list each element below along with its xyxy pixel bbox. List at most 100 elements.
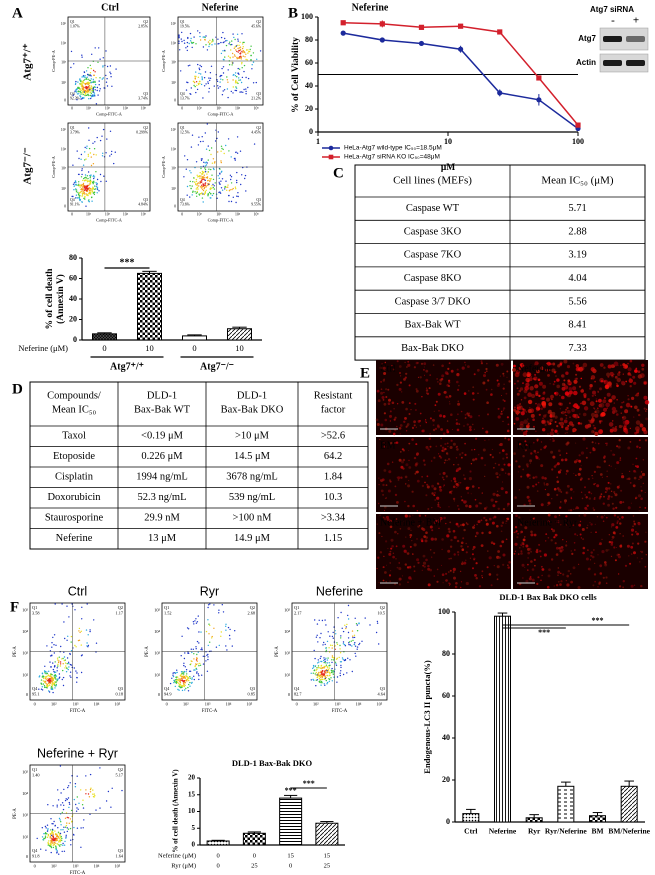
cell-event <box>97 137 98 138</box>
cell-event <box>220 160 221 161</box>
cell-event <box>209 192 210 193</box>
y-tick-label: 80 <box>442 649 450 658</box>
cell-event <box>316 669 317 670</box>
fluorescence <box>553 536 555 538</box>
cell-event <box>84 159 85 160</box>
cell-event <box>89 85 90 86</box>
fluorescence <box>605 384 608 387</box>
cell-event <box>86 191 87 192</box>
cell-event <box>94 81 95 82</box>
cell-event <box>90 92 91 93</box>
fluorescence <box>529 386 533 390</box>
cell-event <box>218 43 219 44</box>
cell-event <box>237 153 238 154</box>
cell-event <box>326 666 327 667</box>
fluorescence <box>633 484 636 487</box>
cell-event <box>106 78 107 79</box>
cell-event <box>99 90 100 91</box>
fluorescence <box>399 562 400 563</box>
fluorescence <box>572 430 574 432</box>
cell-event <box>93 163 94 164</box>
fluorescence <box>636 533 639 536</box>
fluorescence <box>423 459 425 461</box>
cell-event <box>195 646 196 647</box>
cell-event <box>202 136 203 137</box>
fluorescence <box>456 381 459 384</box>
fluorescence <box>608 482 610 484</box>
cell-event <box>83 82 84 83</box>
cell-event <box>95 89 96 90</box>
cell-event <box>58 837 59 838</box>
cell-event <box>196 672 197 673</box>
fluorescence <box>503 554 506 557</box>
fluorescence <box>592 478 593 479</box>
fluorescence <box>475 505 478 508</box>
cell-event <box>219 81 220 82</box>
cell-event <box>204 167 205 168</box>
fluorescence <box>551 468 553 470</box>
cell-event <box>208 41 209 42</box>
cell-event <box>81 57 82 58</box>
cell-event <box>202 141 203 142</box>
cell-event <box>186 673 187 674</box>
cell-event <box>365 617 366 618</box>
cell-event <box>89 89 90 90</box>
fluorescence <box>631 553 633 555</box>
data-point <box>497 90 502 95</box>
cell-event <box>213 168 214 169</box>
fluorescence <box>447 454 448 455</box>
cell-event <box>86 642 87 643</box>
cell-event <box>46 686 47 687</box>
cell-event <box>234 48 235 49</box>
cell-event <box>93 182 94 183</box>
cell-event <box>181 685 182 686</box>
cell-event <box>181 678 182 679</box>
fluorescence <box>453 486 456 489</box>
x-tick-label: 10⁵ <box>115 701 121 706</box>
fluorescence <box>451 370 454 373</box>
y-tick-label: 10⁵ <box>171 128 177 132</box>
fluorescence <box>611 526 612 527</box>
fluorescence <box>408 443 410 445</box>
cell-event <box>183 665 184 666</box>
cell-event <box>196 196 197 197</box>
cell-event <box>201 180 202 181</box>
cell-event <box>185 685 186 686</box>
quadrant-value: 10.5 <box>377 610 385 615</box>
fluorescence <box>559 515 561 517</box>
fluorescence <box>425 539 428 542</box>
y-tick-label: 0 <box>288 692 290 697</box>
x-tick-label: 0 <box>71 107 73 111</box>
fluorescence <box>621 475 624 478</box>
fluorescence <box>521 411 525 415</box>
cell-event <box>319 637 320 638</box>
cell-event <box>222 604 223 605</box>
fluorescence <box>563 360 567 364</box>
fluorescence <box>567 410 571 414</box>
cell-event <box>62 679 63 680</box>
fluorescence <box>607 497 610 500</box>
table-cell: <0.19 μM <box>141 431 184 442</box>
cell-event <box>58 841 59 842</box>
fluorescence <box>538 482 540 484</box>
fluorescence <box>415 464 418 467</box>
cell-event <box>241 174 242 175</box>
cell-event <box>340 635 341 636</box>
fluorescence <box>599 387 602 390</box>
cell-event <box>239 56 240 57</box>
fluorescence <box>564 499 567 502</box>
fluorescence <box>591 493 593 495</box>
y-tick-label: 0 <box>446 817 450 826</box>
fluorescence <box>629 471 630 472</box>
cell-event <box>193 676 194 677</box>
fluorescence <box>390 570 391 571</box>
cell-event <box>55 833 56 834</box>
cell-event <box>177 672 178 673</box>
cell-event <box>178 41 179 42</box>
fluorescence <box>472 424 473 425</box>
cell-event <box>64 832 65 833</box>
x-tick-label: 0 <box>71 213 73 217</box>
cell-event <box>69 675 70 676</box>
fluorescence <box>472 548 474 550</box>
fluorescence <box>504 437 506 439</box>
